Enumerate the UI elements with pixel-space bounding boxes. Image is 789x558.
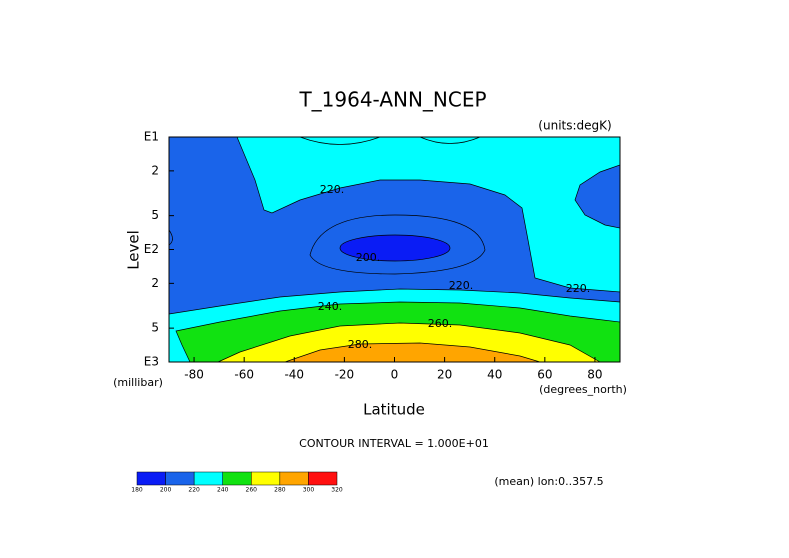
y-tick-label: E2 [144,242,159,256]
contour-label: 280. [348,338,373,351]
colorbar-label: 240 [217,487,229,494]
contour-label: 260. [428,317,453,330]
contour-band [339,234,451,262]
y-axis-label: Level [125,230,143,270]
colorbar-label: 220 [188,487,200,494]
colorbar-box [308,471,338,486]
colorbar-box [136,471,166,486]
colorbar-label: 300 [303,487,315,494]
x-tick-label: 0 [391,368,399,382]
x-tick-label: 60 [537,368,552,382]
x-tick-label: -80 [184,368,204,382]
x-tick-label: 20 [437,368,452,382]
colorbar-box [279,471,309,486]
colorbar-box [222,471,252,486]
colorbar-box [251,471,281,486]
x-tick-label: -60 [234,368,254,382]
x-tick-label: 80 [587,368,602,382]
contour-label: 220. [566,282,591,295]
y-tick-label: 2 [151,163,159,177]
colorbar-label: 260 [246,487,258,494]
colorbar-box [193,471,223,486]
colorbar-box [165,471,195,486]
contour-band [236,136,621,293]
x-tick-label: -20 [335,368,355,382]
y-units: (millibar) [113,376,163,389]
x-tick-label: 40 [487,368,502,382]
x-units: (degrees_north) [539,383,627,396]
contour-line [419,136,481,144]
note: (mean) lon:0..357.5 [494,475,603,488]
units: (units:degK) [538,119,611,133]
y-tick-label: 5 [151,321,159,335]
x-axis-label: Latitude [363,401,425,419]
y-tick-label: E1 [144,130,159,144]
contour-label: 240. [318,300,343,313]
contour-line [299,136,381,145]
colorbar-label: 200 [160,487,172,494]
y-tick-label: E3 [144,355,159,369]
colorbar-label: 280 [274,487,286,494]
x-tick-label: -40 [284,368,304,382]
contour-line [309,214,486,275]
colorbar-label: 180 [131,487,143,494]
chart-title: T_1964-ANN_NCEP [298,88,486,112]
contour-label: 200. [356,251,381,264]
contour-line [168,229,173,246]
contour-label: 220. [449,279,474,292]
contour-interval: CONTOUR INTERVAL = 1.000E+01 [299,437,489,450]
contour-label: 220. [320,183,345,196]
y-tick-label: 2 [151,276,159,290]
colorbar-label: 320 [331,487,343,494]
y-tick-label: 5 [151,208,159,222]
contour-band [284,342,541,363]
